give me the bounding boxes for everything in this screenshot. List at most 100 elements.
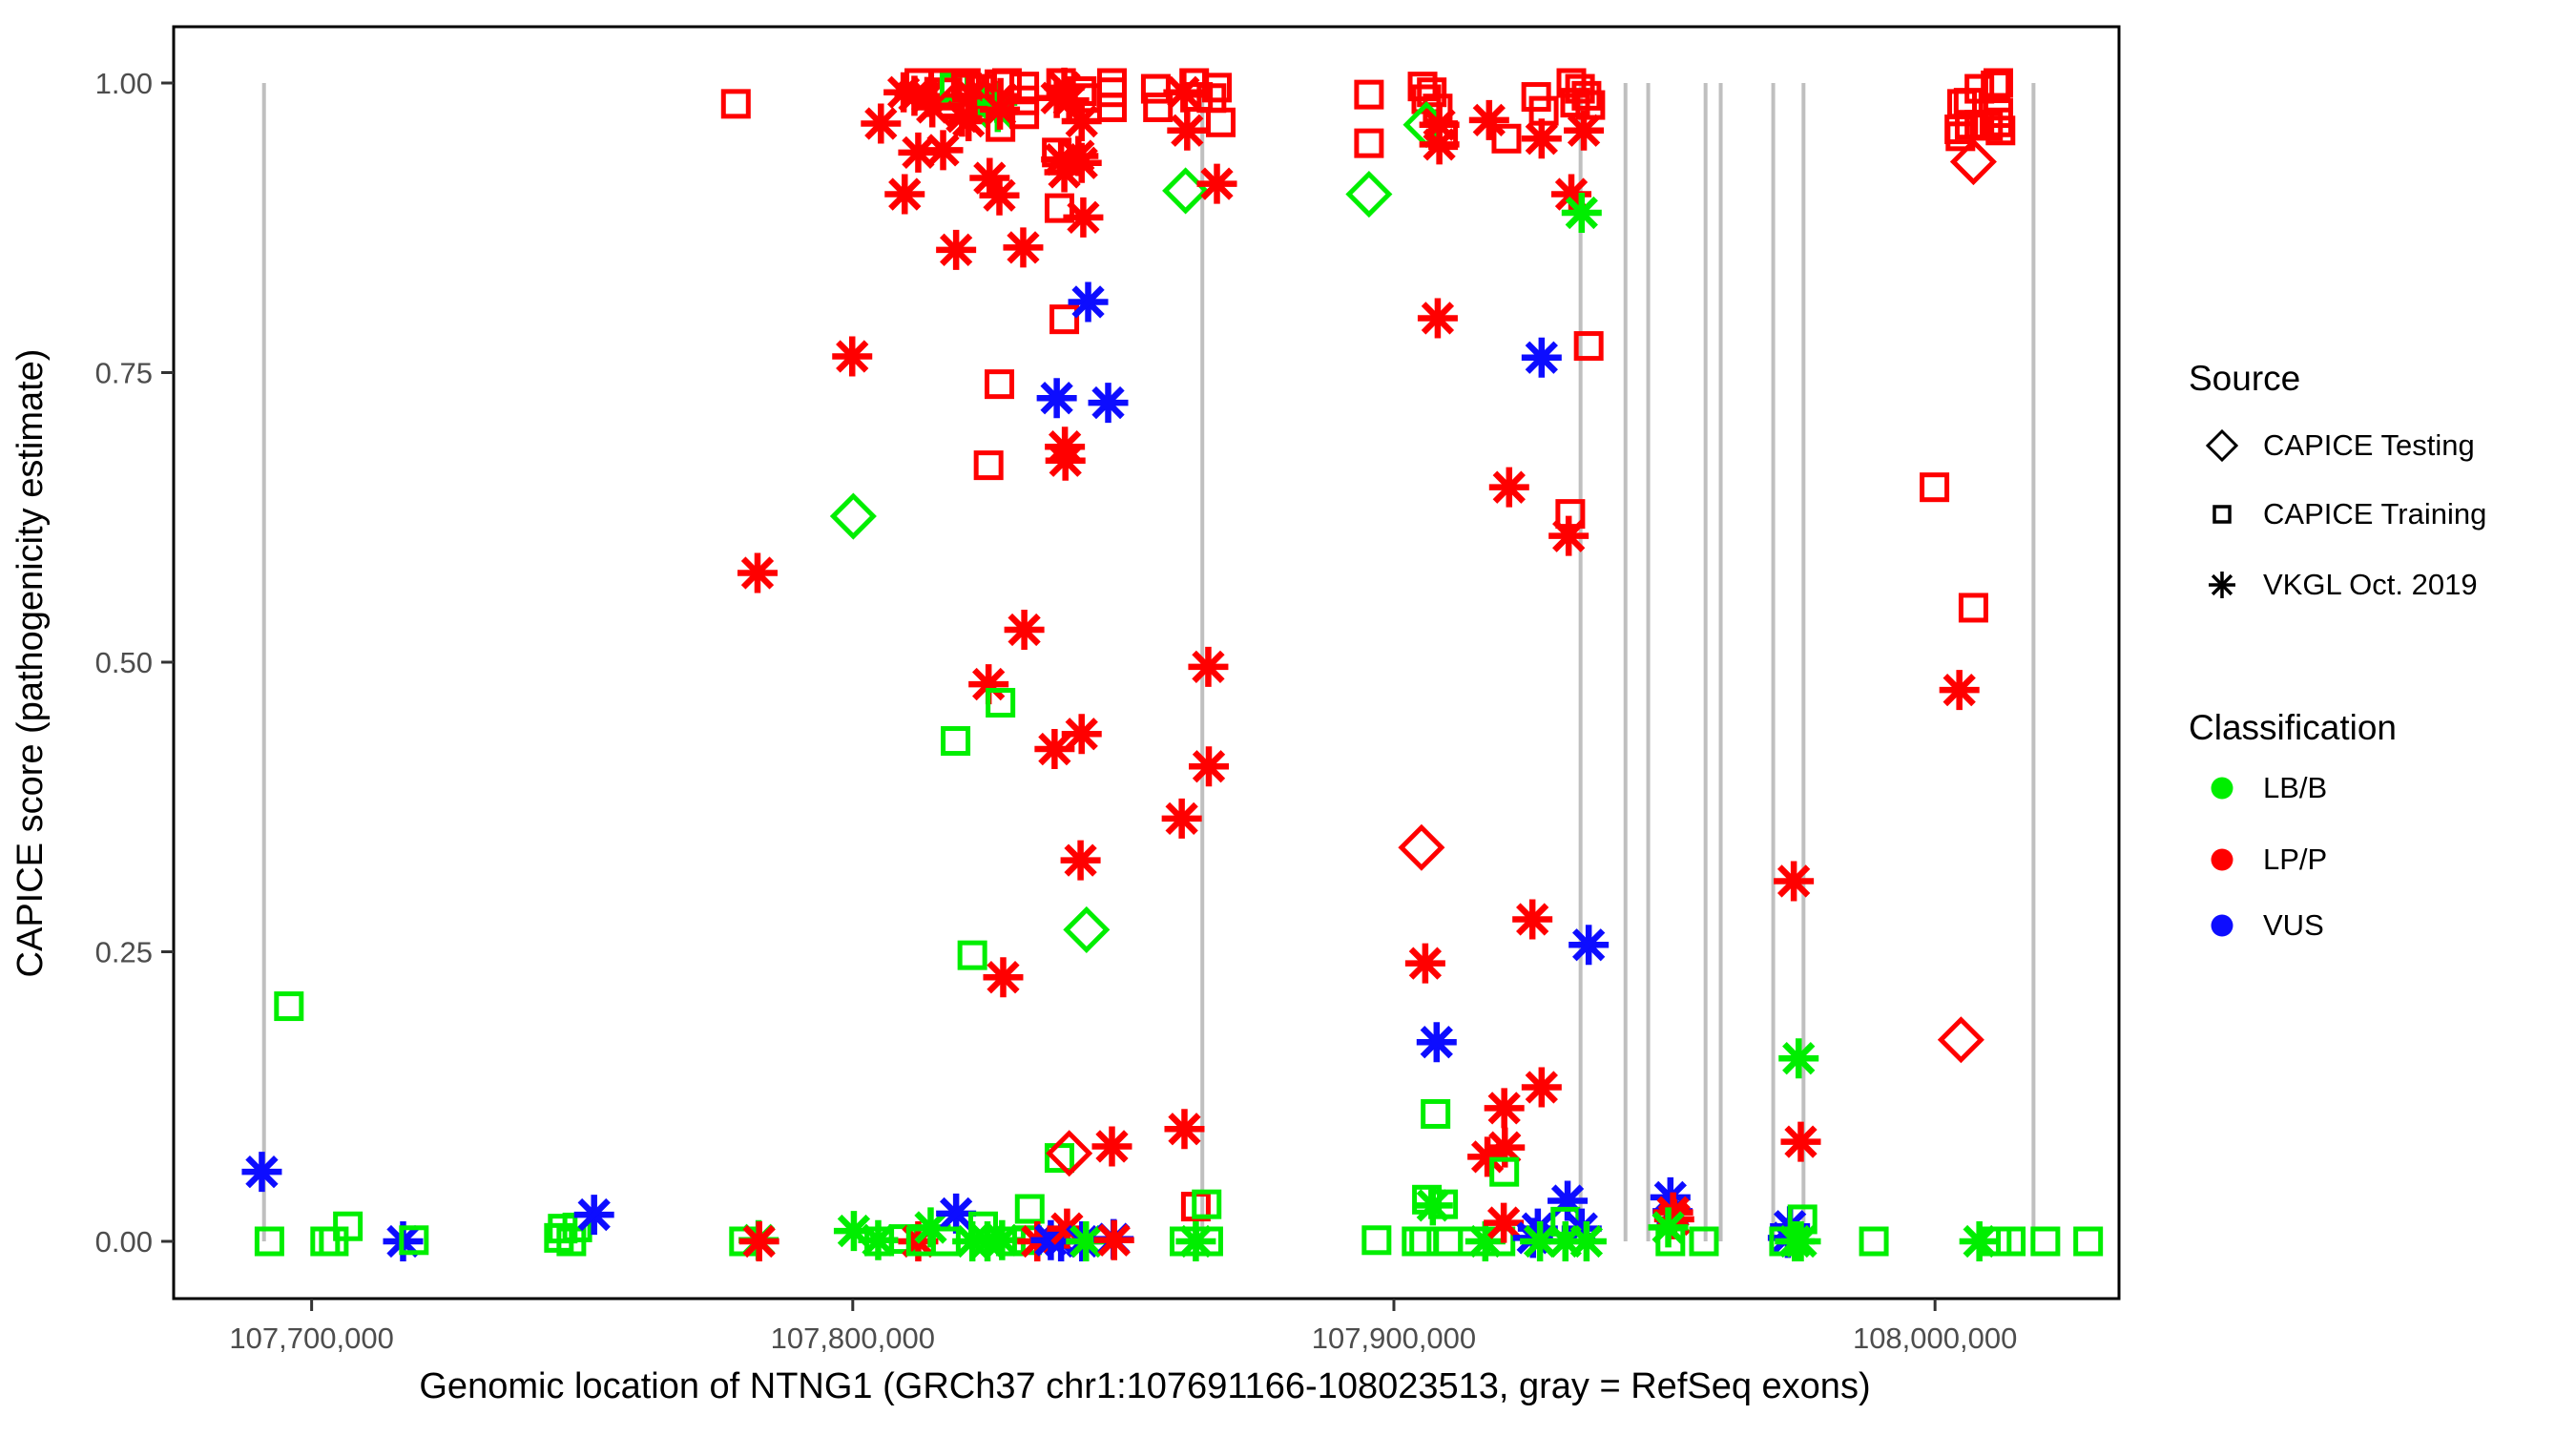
diamond-outline-icon bbox=[2189, 427, 2255, 465]
legend-item-vkgl: VKGL Oct. 2019 bbox=[2189, 566, 2478, 604]
data-point bbox=[1045, 440, 1086, 481]
data-point bbox=[1193, 1226, 1223, 1257]
legend-item-vus: VUS bbox=[2189, 906, 2324, 945]
data-point bbox=[1689, 1226, 1719, 1257]
data-point bbox=[333, 1211, 364, 1241]
data-point bbox=[968, 664, 1009, 705]
square-outline-icon bbox=[2189, 495, 2255, 533]
data-point bbox=[1164, 1109, 1205, 1150]
legend-item-label: CAPICE Training bbox=[2263, 497, 2487, 531]
data-point bbox=[1489, 1156, 1520, 1187]
data-point bbox=[1096, 77, 1127, 108]
legend-item-capice-training: CAPICE Training bbox=[2189, 495, 2486, 533]
data-point bbox=[832, 336, 873, 377]
data-point bbox=[1205, 107, 1236, 137]
data-point bbox=[1161, 798, 1202, 839]
data-point bbox=[1202, 73, 1233, 103]
data-point bbox=[254, 1226, 284, 1257]
data-point bbox=[923, 130, 964, 171]
data-point bbox=[1945, 121, 1976, 152]
data-point bbox=[1398, 823, 1445, 871]
data-point bbox=[1140, 73, 1171, 104]
data-point bbox=[1575, 90, 1606, 120]
data-point bbox=[1920, 472, 1950, 503]
data-point bbox=[1060, 840, 1101, 881]
data-point bbox=[1561, 192, 1602, 233]
data-point bbox=[1404, 943, 1445, 984]
data-point bbox=[1468, 99, 1509, 140]
data-point bbox=[1512, 899, 1553, 940]
legend-item-label: LB/B bbox=[2263, 771, 2328, 804]
data-point bbox=[241, 1152, 282, 1193]
data-point bbox=[1564, 110, 1605, 151]
data-point bbox=[1491, 123, 1522, 154]
data-point bbox=[983, 957, 1024, 998]
data-point bbox=[399, 1225, 429, 1256]
data-point bbox=[1088, 383, 1129, 424]
data-point bbox=[1485, 1127, 1526, 1168]
data-point bbox=[1036, 378, 1077, 419]
x-tick-label: 107,900,000 bbox=[1312, 1322, 1476, 1355]
data-point bbox=[1061, 714, 1102, 755]
data-point bbox=[1566, 1221, 1607, 1261]
data-point bbox=[1421, 1098, 1451, 1129]
data-point bbox=[274, 991, 304, 1022]
data-point bbox=[973, 450, 1004, 481]
data-point bbox=[1984, 68, 2014, 98]
data-point bbox=[1049, 304, 1080, 335]
data-point bbox=[2073, 1226, 2104, 1257]
legend-item-label: LP/P bbox=[2263, 843, 2328, 876]
data-point bbox=[1949, 138, 1997, 186]
data-point bbox=[1780, 1121, 1821, 1162]
data-point bbox=[1189, 746, 1230, 787]
data-point bbox=[1361, 1225, 1392, 1256]
data-point bbox=[1354, 79, 1384, 110]
data-point bbox=[1985, 115, 2016, 146]
data-point bbox=[720, 89, 751, 119]
data-point bbox=[991, 68, 1022, 98]
data-point bbox=[1046, 1130, 1093, 1177]
data-point bbox=[1775, 1221, 1816, 1261]
data-point bbox=[1778, 1038, 1819, 1079]
data-point bbox=[1091, 1126, 1132, 1167]
data-point bbox=[1937, 1016, 1984, 1064]
data-point bbox=[1416, 1022, 1457, 1063]
data-point bbox=[1061, 101, 1102, 142]
legend-item-lpp: LP/P bbox=[2189, 841, 2327, 879]
legend: Source CAPICE Testing CAPICE Training bbox=[2189, 0, 2561, 1431]
data-point bbox=[1428, 120, 1459, 151]
y-tick-label: 0.00 bbox=[95, 1225, 153, 1259]
data-point bbox=[1939, 670, 1980, 711]
data-point bbox=[957, 940, 987, 970]
data-point bbox=[1996, 1226, 2026, 1257]
y-tick-label: 0.25 bbox=[95, 936, 153, 969]
blue-dot-icon bbox=[2189, 906, 2255, 945]
data-point bbox=[1655, 1226, 1686, 1257]
red-dot-icon bbox=[2189, 841, 2255, 879]
legend-item-label: CAPICE Testing bbox=[2263, 428, 2475, 462]
x-tick-label: 107,700,000 bbox=[229, 1322, 393, 1355]
data-point bbox=[1428, 1189, 1459, 1219]
data-point bbox=[979, 175, 1020, 216]
y-tick-label: 0.50 bbox=[95, 646, 153, 679]
data-point bbox=[1188, 646, 1229, 687]
data-point bbox=[1417, 298, 1458, 339]
y-axis-title: CAPICE score (pathogenicity estimate) bbox=[10, 349, 51, 978]
legend-source-title: Source bbox=[2189, 359, 2301, 398]
x-axis-title: Genomic location of NTNG1 (GRCh37 chr1:1… bbox=[419, 1366, 1870, 1406]
data-point bbox=[1167, 110, 1208, 151]
data-point bbox=[1004, 610, 1045, 651]
data-point bbox=[1068, 281, 1109, 323]
data-point bbox=[936, 229, 977, 270]
data-point bbox=[1573, 331, 1604, 362]
data-point bbox=[1958, 593, 1988, 623]
data-point bbox=[941, 726, 971, 757]
y-axis: 0.00 0.25 0.50 0.75 1.00 bbox=[95, 67, 174, 1259]
data-point bbox=[1774, 861, 1815, 902]
data-point bbox=[573, 1195, 614, 1236]
data-point bbox=[985, 369, 1015, 400]
data-point bbox=[2030, 1226, 2061, 1257]
